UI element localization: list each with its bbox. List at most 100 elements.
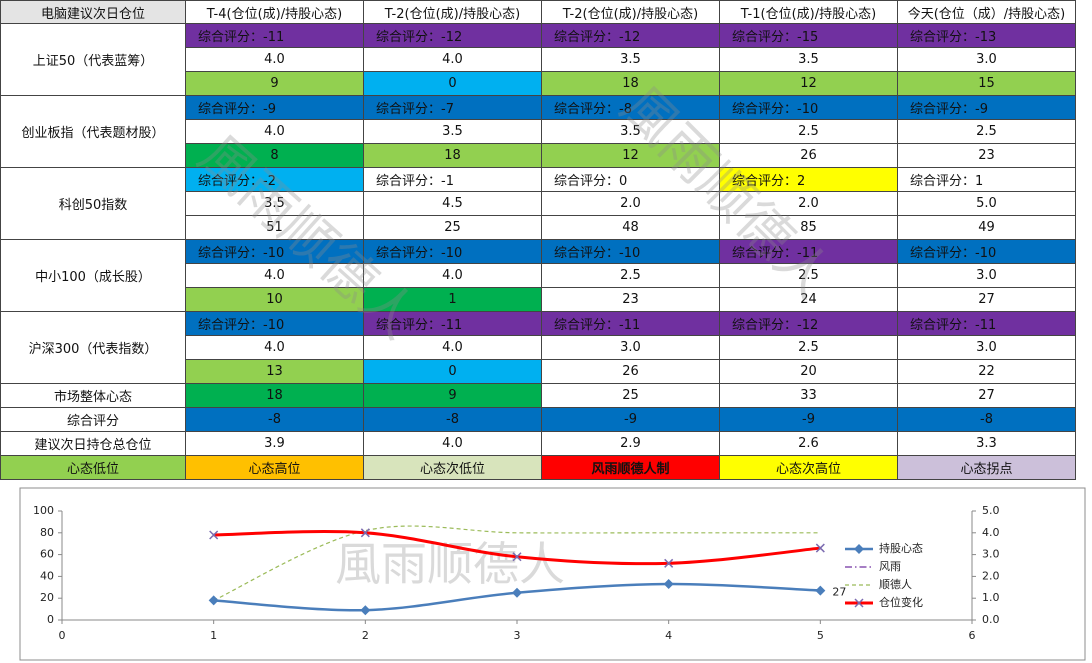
table-cell: 20	[720, 360, 898, 384]
table-cell: 12	[720, 72, 898, 96]
table-cell: 9	[364, 384, 542, 408]
table-cell: 综合评分：-12	[542, 24, 720, 48]
table-cell: 2.5	[898, 120, 1076, 144]
table-cell: 综合评分：-9	[898, 96, 1076, 120]
table-cell: 49	[898, 216, 1076, 240]
y-tick-label: 0	[47, 613, 54, 626]
table-cell: 上证50（代表蓝筹）	[0, 24, 186, 96]
table-cell: 风雨顺德人制	[542, 456, 720, 480]
legend-marker	[854, 598, 864, 608]
table-cell: 4.0	[364, 48, 542, 72]
table-cell: 心态拐点	[898, 456, 1076, 480]
point-marker	[208, 595, 219, 606]
table-watermark: 風雨顺德人	[609, 75, 844, 310]
table-cell: 4.0	[364, 264, 542, 288]
table-cell: 科创50指数	[0, 168, 186, 240]
y2-tick-label: 4.0	[982, 526, 1000, 539]
table-cell: 2.5	[720, 120, 898, 144]
table-cell: 10	[186, 288, 364, 312]
table-cell: 综合评分：-10	[364, 240, 542, 264]
table-cell: 综合评分：0	[542, 168, 720, 192]
table-cell: 4.0	[364, 432, 542, 456]
table-cell: 51	[186, 216, 364, 240]
table-cell: 3.0	[898, 264, 1076, 288]
table-cell: T-2(仓位(成)/持股心态)	[364, 0, 542, 24]
table-cell: 4.0	[186, 336, 364, 360]
table-cell: 13	[186, 360, 364, 384]
table-cell: 综合评分：-9	[186, 96, 364, 120]
table-cell: 5.0	[898, 192, 1076, 216]
table-cell: 综合评分：-13	[898, 24, 1076, 48]
table-cell: 27	[898, 384, 1076, 408]
table-cell: 22	[898, 360, 1076, 384]
table-cell: 创业板指（代表题材股）	[0, 96, 186, 168]
point-marker	[815, 585, 826, 596]
table-cell: 综合评分：-12	[364, 24, 542, 48]
table-cell: 3.0	[542, 336, 720, 360]
table-cell: 85	[720, 216, 898, 240]
table-cell: 4.0	[364, 336, 542, 360]
table-cell: 4.0	[186, 48, 364, 72]
y-tick-label: 100	[33, 504, 54, 517]
table-cell: 沪深300（代表指数）	[0, 312, 186, 384]
table-cell: -9	[542, 408, 720, 432]
table-cell: 3.5	[186, 192, 364, 216]
table-cell: 18	[542, 72, 720, 96]
x-tick-label: 0	[59, 629, 66, 642]
table-cell: 23	[898, 144, 1076, 168]
table-cell: 4.5	[364, 192, 542, 216]
table-cell: 综合评分：-11	[720, 240, 898, 264]
x-tick-label: 1	[210, 629, 217, 642]
y-tick-label: 60	[40, 548, 54, 561]
table-cell: T-4(仓位(成)/持股心态)	[186, 0, 364, 24]
table-cell: -9	[720, 408, 898, 432]
point-marker	[512, 552, 522, 562]
table-cell: 3.5	[720, 48, 898, 72]
table-cell: 2.5	[720, 264, 898, 288]
table-cell: 3.3	[898, 432, 1076, 456]
x-tick-label: 5	[817, 629, 824, 642]
table-cell: -8	[186, 408, 364, 432]
table-cell: 18	[364, 144, 542, 168]
table-cell: 综合评分：-10	[720, 96, 898, 120]
table-cell: 8	[186, 144, 364, 168]
legend-label: 仓位变化	[879, 595, 923, 609]
point-marker	[360, 528, 370, 538]
table-cell: 24	[720, 288, 898, 312]
table-cell: 综合评分：2	[720, 168, 898, 192]
table-cell: 综合评分：-7	[364, 96, 542, 120]
table-cell: 心态高位	[186, 456, 364, 480]
table-cell: 26	[720, 144, 898, 168]
table-cell: 26	[542, 360, 720, 384]
table-cell: 4.0	[186, 120, 364, 144]
table-cell: -8	[898, 408, 1076, 432]
table-cell: 心态次高位	[720, 456, 898, 480]
table-cell: 综合评分：-12	[720, 312, 898, 336]
table-cell: 12	[542, 144, 720, 168]
table-cell: 25	[364, 216, 542, 240]
legend-label: 顺德人	[879, 577, 912, 591]
table-cell: T-1(仓位(成)/持股心态)	[720, 0, 898, 24]
table-cell: T-2(仓位(成)/持股心态)	[542, 0, 720, 24]
table-cell: 综合评分：-11	[364, 312, 542, 336]
x-tick-label: 3	[514, 629, 521, 642]
table-cell: 综合评分：-11	[542, 312, 720, 336]
x-tick-label: 6	[969, 629, 976, 642]
table-cell: 心态次低位	[364, 456, 542, 480]
table-cell: 心态低位	[0, 456, 186, 480]
y2-tick-label: 1.0	[982, 591, 1000, 604]
table-cell: 2.0	[542, 192, 720, 216]
legend-label: 风雨	[879, 560, 901, 573]
table-cell: 25	[542, 384, 720, 408]
table-cell: 3.5	[542, 48, 720, 72]
y2-tick-label: 3.0	[982, 548, 1000, 561]
chart-frame	[19, 487, 1086, 661]
table-cell: 中小100（成长股）	[0, 240, 186, 312]
table-cell: 3.0	[898, 336, 1076, 360]
point-marker	[360, 605, 371, 616]
table-cell: -8	[364, 408, 542, 432]
series-line	[213, 525, 821, 601]
table-cell: 综合评分：-8	[542, 96, 720, 120]
